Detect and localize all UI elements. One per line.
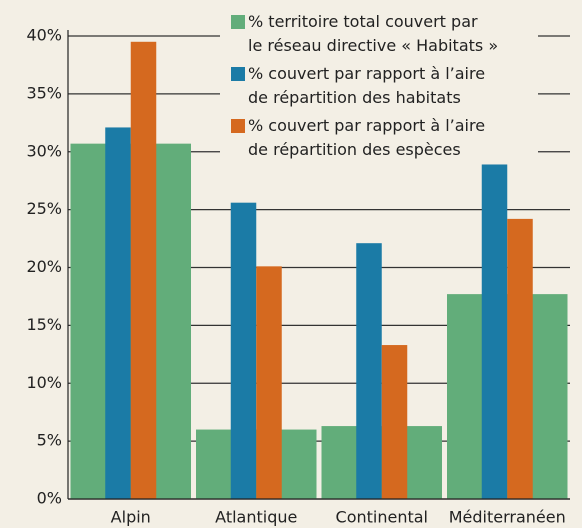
y-tick-label: 30%	[26, 141, 62, 160]
legend-swatch	[231, 119, 245, 133]
x-tick-label: Continental	[336, 508, 428, 527]
legend-label: % couvert par rapport à l’aire de réparti…	[248, 116, 485, 159]
legend-label-line: de répartition des habitats	[248, 88, 461, 107]
bar	[230, 202, 257, 499]
y-tick-label: 5%	[37, 431, 62, 450]
legend-label-line: % couvert par rapport à l’aire	[248, 116, 485, 135]
bar	[256, 266, 282, 499]
legend-label: % couvert par rapport à l’aire de réparti…	[248, 64, 485, 107]
legend-label-line: de répartition des espèces	[248, 140, 461, 159]
x-tick-label: Méditerranéen	[449, 508, 566, 527]
y-tick-label: 35%	[26, 83, 62, 102]
legend-label-line: le réseau directive « Habitats »	[248, 36, 498, 55]
x-tick-label: Alpin	[111, 508, 151, 527]
bar	[481, 164, 508, 500]
y-tick-label: 20%	[26, 257, 62, 276]
bar	[130, 41, 157, 499]
bar	[105, 127, 131, 499]
bar	[507, 218, 533, 499]
y-tick-label: 10%	[26, 373, 62, 392]
legend-background	[220, 6, 538, 158]
x-tick-label: Atlantique	[215, 508, 297, 527]
legend-swatch	[231, 15, 245, 29]
y-tick-label: 15%	[26, 315, 62, 334]
legend: % territoire total couvert par le réseau …	[220, 6, 538, 159]
y-tick-label: 25%	[26, 199, 62, 218]
legend-swatch	[231, 67, 245, 81]
y-tick-label: 0%	[37, 489, 62, 508]
legend-label: % territoire total couvert par le réseau …	[248, 12, 498, 55]
y-tick-label: 40%	[26, 26, 62, 45]
bar	[381, 345, 408, 499]
bar	[356, 243, 382, 499]
legend-label-line: % couvert par rapport à l’aire	[248, 64, 485, 83]
legend-label-line: % territoire total couvert par	[248, 12, 478, 31]
